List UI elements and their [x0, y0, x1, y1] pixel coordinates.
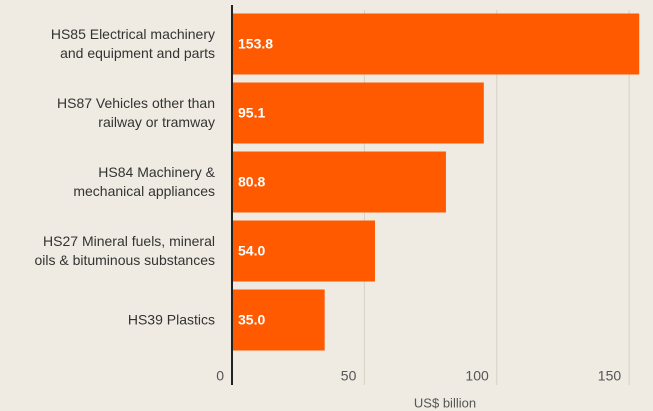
y-tick-label: HS85 Electrical machinery and equipment …: [50, 26, 215, 61]
y-tick-label: HS39 Plastics: [127, 311, 215, 328]
x-tick-label: 0: [216, 368, 224, 384]
value-label: 80.8: [238, 174, 265, 190]
bar: [232, 289, 325, 351]
x-tick-label: 100: [465, 368, 489, 384]
y-tick-label: HS84 Machinery & mechanical appliances: [73, 164, 215, 199]
bar: [232, 13, 640, 75]
y-tick-label: HS27 Mineral fuels, mineral oils & bitum…: [34, 233, 215, 268]
value-label: 35.0: [238, 312, 265, 328]
bar: [232, 220, 375, 282]
bar: [232, 151, 446, 213]
value-label: 95.1: [238, 105, 265, 121]
value-label: 153.8: [238, 36, 273, 52]
x-tick-label: 50: [341, 368, 357, 384]
bar: [232, 82, 484, 144]
value-label: 54.0: [238, 243, 265, 259]
x-axis-label: US$ billion: [414, 395, 476, 410]
x-tick-label: 150: [598, 368, 622, 384]
y-tick-label: HS87 Vehicles other than railway or tram…: [57, 95, 215, 130]
